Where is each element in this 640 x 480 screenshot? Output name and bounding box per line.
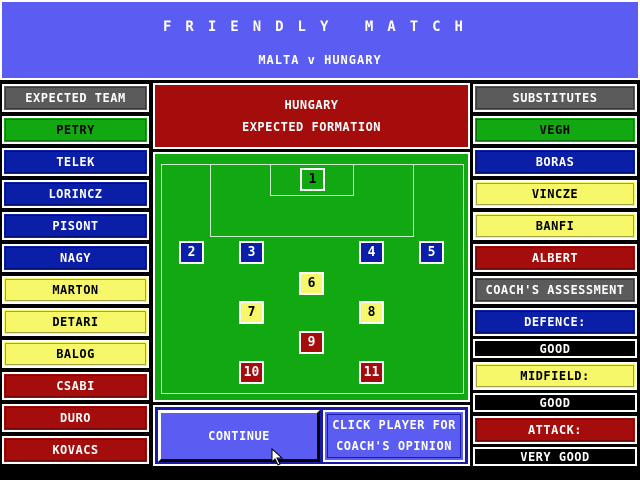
formation-header: HUNGARY EXPECTED FORMATION xyxy=(153,83,470,149)
formation-slot-7[interactable]: 7 xyxy=(239,301,264,324)
substitutes-heading: SUBSTITUTES xyxy=(473,84,637,112)
formation-slot-11[interactable]: 11 xyxy=(359,361,384,384)
player-button[interactable]: PISONT xyxy=(2,212,149,240)
coach-opinion-line-2: COACH'S OPINION xyxy=(336,439,452,453)
formation-slot-8[interactable]: 8 xyxy=(359,301,384,324)
bottom-strip xyxy=(0,468,640,480)
coach-opinion-line-1: CLICK PLAYER FOR xyxy=(332,418,456,432)
player-button[interactable]: CSABI xyxy=(2,372,149,400)
player-button[interactable]: DETARI xyxy=(2,308,149,336)
formation-subtitle: EXPECTED FORMATION xyxy=(241,120,382,134)
player-button[interactable]: KOVACS xyxy=(2,436,149,464)
player-button[interactable]: MARTON xyxy=(2,276,149,304)
substitute-button[interactable]: BANFI xyxy=(473,212,637,240)
formation-slot-5[interactable]: 5 xyxy=(419,241,444,264)
formation-team-name: HUNGARY xyxy=(284,98,339,112)
goal-area xyxy=(270,164,354,196)
coach-assessment-heading: COACH'S ASSESSMENT xyxy=(473,276,637,304)
player-button[interactable]: PETRY xyxy=(2,116,149,144)
coach-opinion-button[interactable]: CLICK PLAYER FOR COACH'S OPINION xyxy=(323,410,465,462)
player-button[interactable]: BALOG xyxy=(2,340,149,368)
player-button[interactable]: DURO xyxy=(2,404,149,432)
formation-slot-2[interactable]: 2 xyxy=(179,241,204,264)
formation-slot-10[interactable]: 10 xyxy=(239,361,264,384)
attack-label: ATTACK: xyxy=(473,416,637,444)
mouse-pointer-icon xyxy=(271,447,285,466)
header-banner: FRIENDLY MATCH MALTA v HUNGARY xyxy=(0,0,640,80)
midfield-value: GOOD xyxy=(473,393,637,412)
formation-slot-3[interactable]: 3 xyxy=(239,241,264,264)
defence-value: GOOD xyxy=(473,339,637,358)
player-button[interactable]: LORINCZ xyxy=(2,180,149,208)
pitch: 1 2 3 4 5 6 7 8 9 10 11 xyxy=(153,152,470,402)
continue-button[interactable]: CONTINUE xyxy=(158,410,320,462)
substitute-button[interactable]: VEGH xyxy=(473,116,637,144)
defence-label: DEFENCE: xyxy=(473,308,637,336)
substitute-button[interactable]: VINCZE xyxy=(473,180,637,208)
attack-value: VERY GOOD xyxy=(473,447,637,466)
player-button[interactable]: TELEK xyxy=(2,148,149,176)
midfield-label: MIDFIELD: xyxy=(473,362,637,390)
formation-slot-9[interactable]: 9 xyxy=(299,331,324,354)
match-title: MALTA v HUNGARY xyxy=(258,53,382,67)
substitute-button[interactable]: BORAS xyxy=(473,148,637,176)
formation-slot-4[interactable]: 4 xyxy=(359,241,384,264)
formation-slot-6[interactable]: 6 xyxy=(299,272,324,295)
expected-team-heading: EXPECTED TEAM xyxy=(2,84,149,112)
substitute-button[interactable]: ALBERT xyxy=(473,244,637,272)
screen-title: FRIENDLY MATCH xyxy=(162,19,477,35)
formation-slot-1[interactable]: 1 xyxy=(300,168,325,191)
player-button[interactable]: NAGY xyxy=(2,244,149,272)
